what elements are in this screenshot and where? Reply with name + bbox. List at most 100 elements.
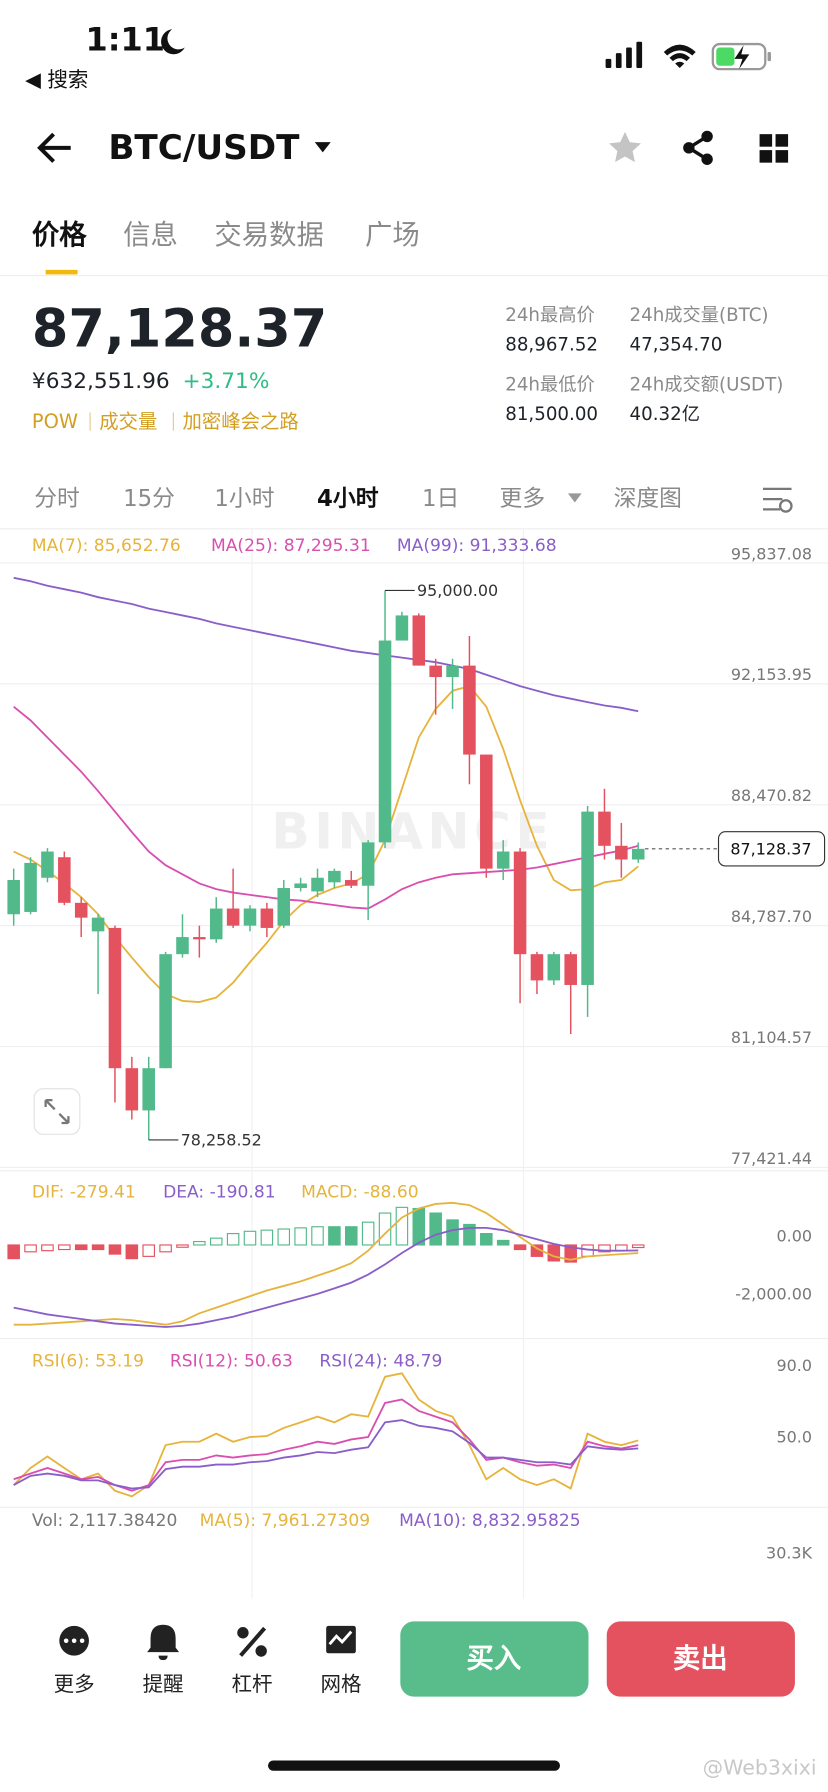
status-icons [161,29,771,71]
settings-lines [762,487,792,511]
tab[interactable]: 价格 [32,220,87,251]
legend-entry: MA(7): 85,652.76 [32,536,181,556]
y-tick-label: -2,000.00 [735,1284,812,1303]
tag[interactable]: 加密峰会之路 [182,410,298,433]
charging-bolt [734,45,750,70]
legend-entry: MA(99): 91,333.68 [397,536,557,556]
candle-body [91,917,105,932]
interval-tab[interactable]: 4小时 [317,486,379,512]
low-label: 78,258.52 [181,1130,262,1149]
candle-body [378,640,392,843]
last-price-label: 87,128.37 [730,839,811,858]
interval-tab[interactable]: 1日 [422,486,459,512]
share-button[interactable] [683,130,713,165]
toolbar-label[interactable]: 更多 [54,1672,95,1696]
legend-entry: RSI(12): 50.63 [170,1351,293,1371]
buy-label[interactable]: 买入 [466,1643,521,1674]
interval-tab[interactable]: 1小时 [214,486,274,512]
tag[interactable]: 成交量 [99,410,157,433]
candle-body [41,851,54,878]
toolbar-label[interactable]: 杠杆 [232,1672,273,1696]
candle-body [159,954,172,1069]
sell-button[interactable] [606,1621,795,1697]
y-tick-label: 77,421.44 [731,1149,812,1168]
y-tick-label: 84,787.70 [731,907,812,926]
y-tick-label: 30.3K [766,1543,813,1562]
back-to-app[interactable]: ◀ 搜索 [25,67,88,91]
leverage-dot [255,1645,267,1657]
legend-entry: DIF: -279.41 [32,1183,136,1203]
macd-bar [496,1239,510,1246]
candle-body [547,954,561,981]
interval-tab[interactable]: 深度图 [614,486,682,512]
macd-bar [91,1244,105,1251]
tab[interactable]: 交易数据 [214,220,323,251]
price-cny: ¥632,551.96 [32,369,170,394]
macd-bar [412,1207,426,1246]
fullscreen-button[interactable] [33,1088,81,1135]
toolbar-label[interactable]: 提醒 [143,1672,184,1696]
image-watermark: @Web3xixi [703,1755,817,1779]
buy-button[interactable] [400,1621,589,1697]
wifi-icon [663,44,696,68]
high-label: 95,000.00 [417,581,498,600]
candle-body [176,937,189,955]
candle-body [463,665,476,755]
y-tick-label: 81,104.57 [731,1028,812,1047]
last-price-box [717,831,826,867]
macd-bar [345,1226,358,1246]
favorite-button[interactable] [609,131,641,163]
candle-body [480,754,493,869]
macd-bar [564,1244,577,1263]
symbol-title[interactable]: BTC/USDT [108,128,300,168]
macd-bar [193,1240,206,1246]
legend-entry: DEA: -190.81 [163,1183,276,1203]
candle-body [564,954,577,985]
fullscreen-icon [44,1099,70,1125]
macd-bar [277,1228,291,1246]
stat-value: 81,500.00 [505,404,598,425]
toolbar-label[interactable]: 网格 [320,1672,362,1696]
more-dropdown[interactable] [567,493,582,503]
grid-icon-line [328,1630,353,1646]
macd-bar [446,1219,459,1246]
layout-square [775,150,789,163]
stat-label: 24h最低价 [505,375,594,396]
candle-body [598,811,611,846]
candle-body [581,811,594,985]
macd-bar [463,1223,476,1246]
candle-body [125,1068,139,1111]
last-price: 87,128.37 [32,299,327,360]
candle-body [58,857,71,903]
interval-tab[interactable]: 更多 [500,486,546,512]
indicator-line [13,1201,639,1326]
symbol-dropdown[interactable] [314,142,331,153]
y-tick-label: 95,837.08 [731,544,812,563]
candle-body [496,851,510,869]
macd-bar [311,1226,324,1246]
tab[interactable]: 信息 [123,220,178,251]
interval-tab[interactable]: 15分 [123,486,175,512]
tag[interactable]: POW [32,410,78,433]
tab[interactable]: 广场 [365,220,420,251]
macd-bar [209,1237,223,1246]
sell-label[interactable]: 卖出 [673,1643,728,1674]
candle-body [209,908,223,940]
legend-entry: MA(5): 7,961.27309 [200,1511,371,1531]
layout-button[interactable] [759,134,789,163]
candle-body [328,870,341,883]
layout-square [775,134,789,147]
chart-settings-button[interactable] [762,487,793,513]
legend-entry: MA(10): 8,832.95825 [399,1511,580,1531]
more-dot [79,1638,85,1644]
stat-label: 24h最高价 [505,305,594,326]
status-time: 1:11 [86,20,165,58]
layout-square [759,134,773,147]
stat-label: 24h成交量(BTC) [630,305,769,326]
interval-tab[interactable]: 分时 [34,486,80,512]
macd-bar [513,1244,527,1251]
macd-bar [74,1244,88,1251]
back-button[interactable] [37,132,71,163]
price-change: +3.71% [182,369,269,394]
macd-bar [24,1244,37,1253]
